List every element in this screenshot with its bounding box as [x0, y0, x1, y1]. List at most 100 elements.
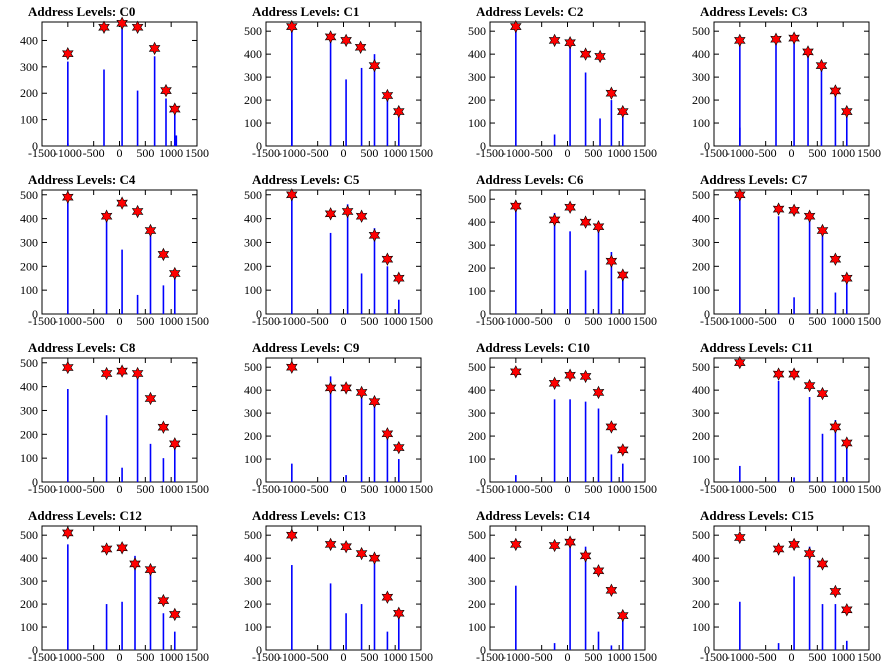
- peak-marker: [100, 366, 113, 381]
- x-tick-label: -1500: [28, 482, 56, 496]
- peak-marker: [131, 20, 144, 34]
- y-tick-label: 300: [20, 60, 38, 74]
- x-tick-label: 1000: [831, 146, 855, 160]
- chart-title: Address Levels: C5: [252, 172, 360, 187]
- peak-marker: [354, 40, 367, 54]
- peak-marker: [157, 247, 170, 262]
- y-tick-label: 300: [20, 235, 38, 249]
- y-tick-label: 300: [692, 70, 710, 84]
- y-tick-label: 200: [468, 93, 486, 107]
- peak-marker: [579, 369, 592, 384]
- x-tick-label: -500: [307, 146, 329, 160]
- chart-svg: 0 100 200 300 400 500 -1500-1000 -500 0 500 1000 15…: [244, 357, 433, 496]
- y-tick-label: 0: [704, 475, 710, 489]
- y-tick-label: 300: [20, 403, 38, 417]
- peak-marker: [62, 47, 74, 61]
- peak-marker: [788, 367, 800, 381]
- x-tick-label: 1000: [831, 314, 855, 328]
- x-tick-label: -1000: [502, 650, 530, 664]
- y-tick-label: 200: [692, 93, 710, 107]
- y-tick-label: 500: [468, 192, 486, 206]
- chart-panel: Address Levels: C9 0 100 200 300 400 500 -1500-…: [224, 336, 448, 504]
- x-tick-label: 500: [808, 146, 826, 160]
- peak-marker: [841, 436, 853, 450]
- y-tick-label: 0: [256, 139, 262, 153]
- x-tick-label: -1500: [252, 146, 280, 160]
- chart-svg: 0 100 200 300 400 -1500-1000 -500 0 500 1000 1500: [20, 16, 209, 160]
- peak-marker: [803, 546, 816, 561]
- peak-marker: [169, 437, 181, 451]
- peak-marker: [815, 58, 828, 73]
- chart-title: Address Levels: C14: [476, 508, 590, 523]
- x-tick-label: -500: [83, 482, 105, 496]
- chart-panel: Address Levels: C3 0 100 200 300 400 500 -1500-…: [672, 0, 896, 168]
- x-tick-label: 500: [136, 146, 154, 160]
- x-tick-label: -1000: [54, 650, 82, 664]
- y-tick-label: 300: [20, 574, 38, 588]
- peak-marker: [579, 47, 592, 61]
- x-tick-label: 1500: [185, 314, 209, 328]
- x-tick-label: 500: [808, 482, 826, 496]
- peak-marker: [116, 364, 128, 378]
- x-tick-label: 0: [565, 314, 571, 328]
- peak-marker: [355, 209, 368, 223]
- x-tick-label: 0: [117, 482, 123, 496]
- peak-marker: [617, 268, 629, 282]
- y-tick-label: 300: [468, 406, 486, 420]
- x-tick-label: 500: [584, 314, 602, 328]
- chart-svg: 0 100 200 300 400 500 -1500-1000 -500 0 500 1000 15…: [20, 525, 209, 664]
- x-tick-label: -1500: [28, 650, 56, 664]
- x-tick-label: 0: [117, 650, 123, 664]
- y-tick-label: 500: [20, 188, 38, 202]
- chart-panel: Address Levels: C8 0 100 200 300 400 500 -1500-…: [0, 336, 224, 504]
- peak-marker: [368, 228, 381, 242]
- y-tick-label: 400: [244, 383, 262, 397]
- chart-title: Address Levels: C7: [700, 172, 808, 187]
- y-tick-label: 200: [244, 597, 262, 611]
- y-tick-label: 300: [244, 574, 262, 588]
- chart-svg: 0 100 200 300 400 500 -1500-1000 -500 0 500 1000 15…: [692, 525, 881, 664]
- y-tick-label: 100: [468, 452, 486, 466]
- x-tick-label: 1500: [857, 482, 881, 496]
- chart-title: Address Levels: C9: [252, 340, 360, 355]
- peak-marker: [62, 190, 74, 204]
- chart-svg: 0 100 200 300 400 500 -1500-1000 -500 0 500 1000 15…: [692, 355, 881, 496]
- y-tick-label: 400: [244, 212, 262, 226]
- x-tick-label: 0: [789, 146, 795, 160]
- x-tick-label: 1500: [633, 146, 657, 160]
- peak-marker: [324, 537, 337, 552]
- x-tick-label: 500: [584, 650, 602, 664]
- x-tick-label: 0: [117, 314, 123, 328]
- y-tick-label: 500: [468, 24, 486, 38]
- y-tick-label: 200: [468, 597, 486, 611]
- peak-marker: [829, 420, 842, 434]
- y-tick-label: 500: [244, 188, 262, 202]
- chart-svg: 0 100 200 300 400 500 -1500-1000 -500 0 500 1000 15…: [20, 356, 209, 496]
- chart-title: Address Levels: C15: [700, 508, 814, 523]
- peak-marker: [734, 188, 746, 202]
- plot-frame: [41, 21, 198, 147]
- chart-panel: Address Levels: C0 0 100 200 300 400 -1500 -100…: [0, 0, 224, 168]
- y-tick-label: 300: [468, 238, 486, 252]
- chart-svg: 0 100 200 300 400 500 -1500-1000 -500 0 500 1000 15…: [244, 525, 433, 664]
- peak-marker: [393, 440, 405, 455]
- y-tick-label: 0: [256, 643, 262, 657]
- x-tick-label: 0: [789, 314, 795, 328]
- peak-marker: [788, 203, 800, 217]
- x-tick-label: -1000: [278, 482, 306, 496]
- peak-marker: [510, 199, 522, 213]
- y-tick-label: 100: [244, 116, 262, 130]
- peak-marker: [548, 33, 561, 48]
- peak-marker: [393, 271, 405, 285]
- chart-panel: Address Levels: C7 0 100 200 300 400 500 -1500-…: [672, 168, 896, 336]
- plot-frame: [41, 189, 198, 315]
- peak-marker: [841, 104, 853, 119]
- peak-marker: [100, 209, 113, 223]
- x-tick-label: -1500: [252, 482, 280, 496]
- peak-marker: [548, 538, 561, 553]
- peak-marker: [579, 215, 592, 229]
- plot-frame: [265, 357, 422, 483]
- chart-title: Address Levels: C1: [252, 4, 360, 19]
- peak-marker: [548, 376, 561, 390]
- x-tick-label: 1500: [185, 482, 209, 496]
